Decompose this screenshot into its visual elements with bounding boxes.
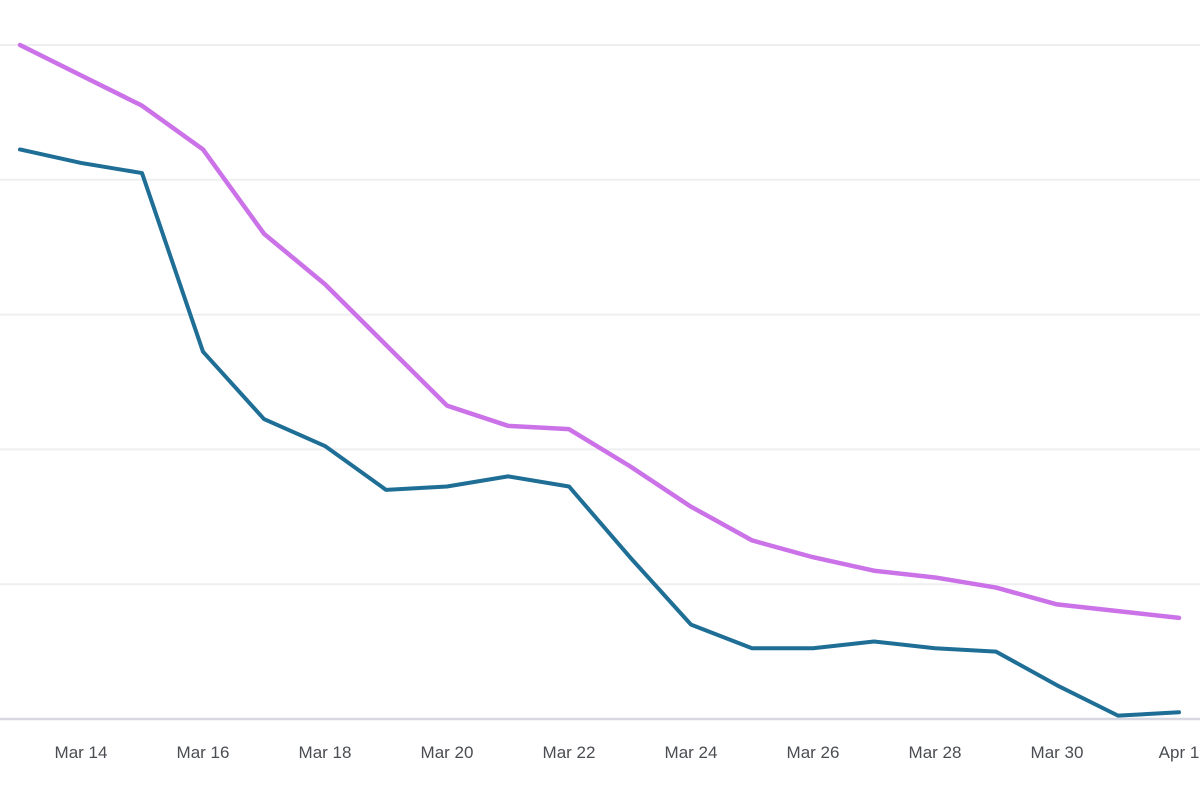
magenta-line-series[interactable] xyxy=(17,42,1182,621)
blue-line-series[interactable] xyxy=(18,147,1181,718)
